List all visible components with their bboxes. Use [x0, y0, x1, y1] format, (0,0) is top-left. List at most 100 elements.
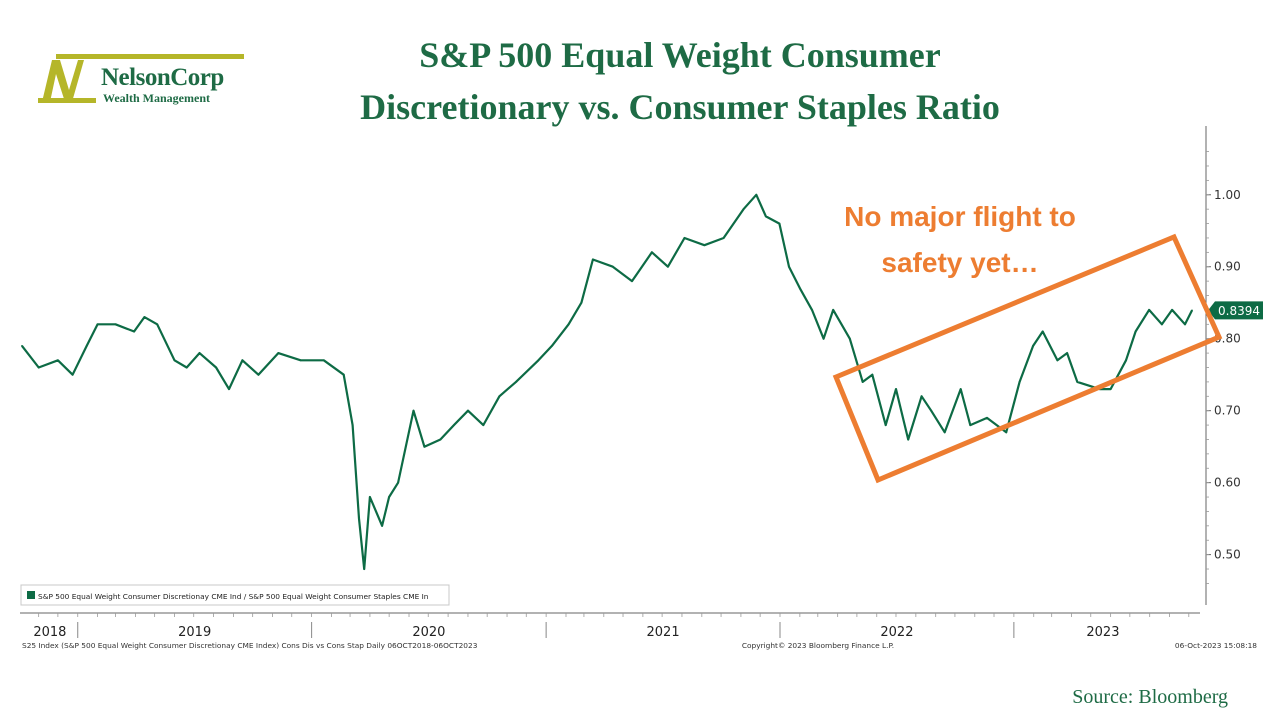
- data-point: [788, 265, 790, 268]
- data-point: [515, 381, 517, 383]
- last-value-label: 0.8394: [1218, 304, 1260, 318]
- y-tick-label: 0.60: [1214, 476, 1241, 490]
- data-point: [765, 215, 767, 218]
- data-point: [907, 438, 910, 441]
- data-point: [114, 323, 117, 326]
- data-point: [811, 309, 813, 311]
- data-point: [778, 222, 781, 225]
- data-point: [1184, 323, 1186, 326]
- annotation-line-1: No major flight to: [844, 201, 1076, 232]
- data-point: [1161, 323, 1163, 326]
- data-point: [667, 265, 669, 268]
- data-point: [703, 244, 706, 247]
- data-point: [85, 345, 88, 347]
- x-tick-label: 2023: [1086, 625, 1119, 640]
- data-point: [822, 337, 825, 340]
- data-point: [722, 237, 725, 239]
- data-point: [959, 388, 962, 390]
- data-point: [631, 280, 633, 282]
- data-point: [96, 323, 99, 326]
- data-point: [351, 424, 354, 426]
- data-point: [439, 438, 442, 441]
- channel-annotation-box: [832, 233, 1223, 484]
- legend-label: S&P 500 Equal Weight Consumer Discretion…: [38, 592, 429, 601]
- data-point: [1171, 309, 1173, 311]
- data-point: [611, 265, 614, 268]
- x-tick-label: 2022: [880, 625, 913, 640]
- footer-right: 06-Oct-2023 15:08:18: [1175, 641, 1257, 650]
- data-point: [930, 409, 933, 412]
- chart-legend: S&P 500 Equal Weight Consumer Discretion…: [20, 584, 450, 606]
- chart-title-line-2: Discretionary vs. Consumer Staples Ratio: [360, 87, 1000, 127]
- y-tick-label: 0.50: [1214, 548, 1241, 562]
- data-point: [241, 359, 244, 362]
- data-point: [369, 496, 371, 498]
- data-point: [215, 366, 218, 369]
- source-note: Source: Bloomberg: [1072, 686, 1228, 708]
- data-point: [1018, 381, 1021, 383]
- data-point: [358, 517, 360, 520]
- y-tick-label: 1.00: [1214, 188, 1241, 202]
- data-point: [832, 309, 835, 311]
- data-point: [173, 359, 176, 362]
- data-point: [1056, 359, 1059, 362]
- data-point: [651, 251, 653, 254]
- data-point: [848, 337, 851, 340]
- data-point: [861, 381, 864, 383]
- data-point: [1125, 359, 1127, 362]
- data-point: [871, 373, 874, 376]
- data-point: [1032, 345, 1034, 347]
- data-point: [498, 395, 501, 398]
- logo-name: NelsonCorp: [101, 64, 224, 91]
- data-point: [21, 345, 23, 347]
- data-point: [388, 496, 390, 498]
- data-point: [257, 373, 260, 376]
- data-point: [397, 481, 399, 484]
- company-logo: NelsonCorp Wealth Management: [38, 50, 248, 110]
- data-point: [277, 352, 280, 354]
- data-point: [1109, 388, 1112, 390]
- data-point: [322, 359, 325, 362]
- data-point: [133, 330, 136, 333]
- data-point: [1191, 309, 1193, 312]
- data-point: [592, 258, 594, 261]
- data-point: [537, 359, 540, 362]
- data-point: [482, 424, 485, 426]
- data-point: [551, 345, 553, 347]
- data-point: [1005, 431, 1008, 434]
- data-point: [228, 388, 230, 390]
- data-point: [986, 417, 988, 419]
- data-point: [1134, 330, 1137, 333]
- data-point: [143, 316, 146, 318]
- data-point: [755, 193, 758, 196]
- data-point: [567, 323, 570, 326]
- data-point: [156, 323, 159, 326]
- x-tick-label: 2019: [178, 625, 211, 640]
- data-point: [198, 352, 201, 354]
- data-point: [1066, 352, 1068, 354]
- y-tick-label: 0.90: [1214, 260, 1241, 274]
- data-point: [342, 373, 345, 376]
- data-point: [884, 424, 887, 426]
- data-point: [580, 301, 583, 304]
- footer-center: Copyright© 2023 Bloomberg Finance L.P.: [742, 641, 894, 650]
- data-point: [363, 568, 366, 570]
- data-point: [57, 359, 59, 362]
- data-point: [467, 409, 469, 412]
- data-point: [423, 445, 426, 448]
- data-point: [969, 424, 972, 426]
- data-point: [381, 524, 383, 527]
- data-point: [742, 208, 745, 211]
- annotation-line-2: safety yet…: [881, 247, 1038, 278]
- x-tick-label: 2018: [33, 625, 66, 640]
- data-point: [299, 359, 302, 362]
- data-point: [37, 366, 40, 369]
- data-point: [412, 409, 415, 412]
- logo-subtitle: Wealth Management: [103, 91, 210, 105]
- data-point: [799, 287, 801, 290]
- data-point: [185, 366, 188, 369]
- chart-title-line-1: S&P 500 Equal Weight Consumer: [419, 35, 941, 75]
- data-point: [943, 431, 946, 434]
- data-point: [683, 237, 686, 239]
